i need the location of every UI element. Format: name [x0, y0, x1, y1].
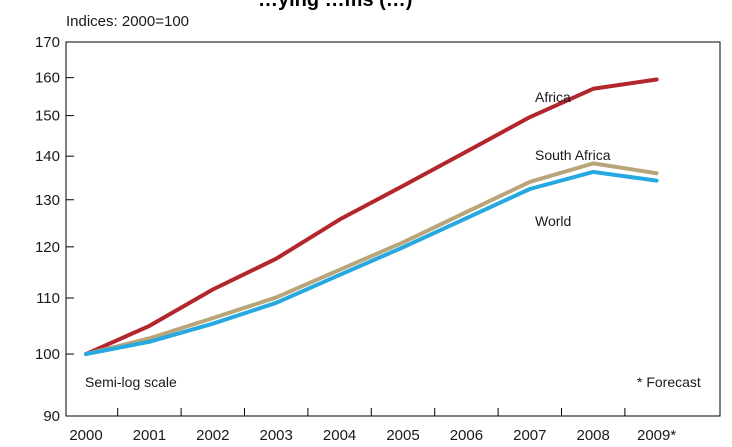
series-label: Africa — [535, 89, 571, 105]
x-tick-label: 2003 — [260, 427, 293, 444]
x-tick-label: 2004 — [323, 427, 356, 444]
series-line-world — [84, 169, 659, 357]
x-tick-label: 2000 — [69, 427, 102, 444]
y-tick-label: 130 — [35, 192, 60, 209]
x-tick-label: 2009* — [637, 427, 676, 444]
x-tick-label: 2002 — [196, 427, 229, 444]
series-group — [84, 77, 659, 357]
forecast-note: * Forecast — [637, 374, 701, 390]
y-tick-label: 120 — [35, 239, 60, 256]
series-line-africa — [84, 77, 659, 357]
series-label: World — [535, 213, 571, 229]
x-tick-label: 2007 — [513, 427, 546, 444]
x-tick-label: 2005 — [386, 427, 419, 444]
x-axis: 2000 2001 2002 2003 2004 2005 2006 2007 2008 2009… — [69, 408, 676, 444]
y-tick-label: 150 — [35, 108, 60, 125]
x-tick-label: 2006 — [450, 427, 483, 444]
y-tick-label: 170 — [35, 34, 60, 51]
plot-frame — [65, 41, 721, 417]
y-axis: 90 100 110 120 130 140 150 160 170 — [35, 34, 74, 425]
series-label: South Africa — [535, 147, 611, 163]
series-labels: Africa South Africa World — [535, 89, 611, 229]
scale-note: Semi-log scale — [85, 374, 177, 390]
y-axis-label: Indices: 2000=100 — [66, 13, 189, 30]
y-tick-label: 100 — [35, 346, 60, 363]
x-tick-label: 2001 — [133, 427, 166, 444]
series-line-south-africa — [84, 161, 659, 357]
y-tick-label: 110 — [36, 290, 60, 307]
x-tick-label: 2008 — [577, 427, 610, 444]
y-tick-label: 160 — [35, 70, 60, 87]
y-tick-label: 90 — [43, 408, 60, 425]
chart-title: …ying …ms (…) — [258, 0, 412, 11]
y-tick-label: 140 — [35, 148, 60, 165]
